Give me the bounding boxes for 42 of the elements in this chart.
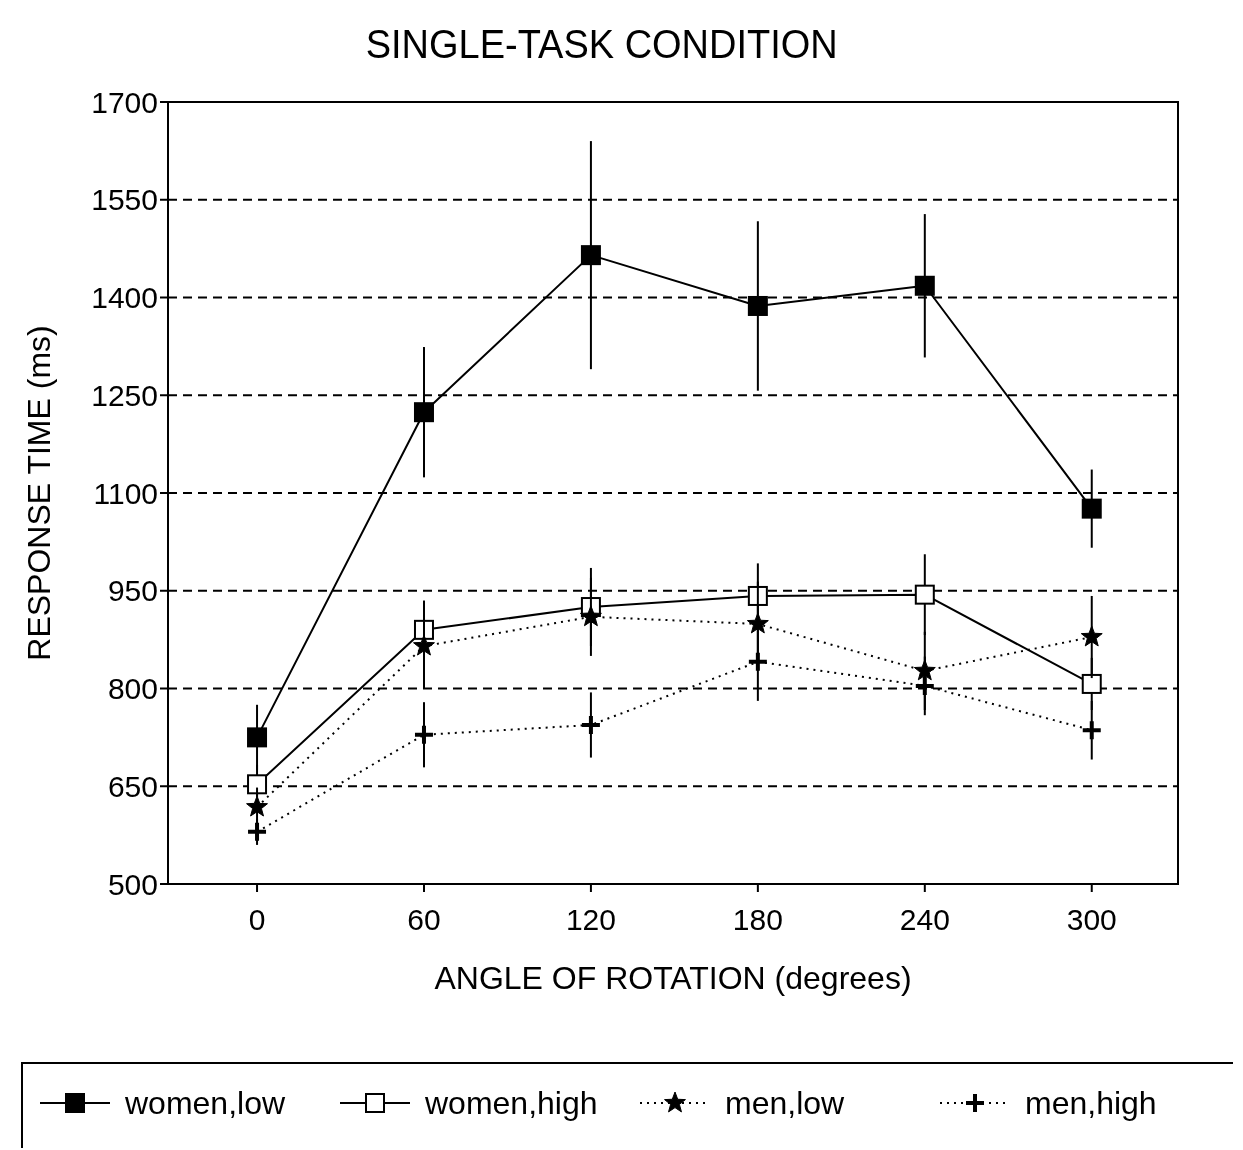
x-axis-title: ANGLE OF ROTATION (degrees)	[434, 960, 912, 996]
point	[747, 295, 768, 316]
point	[914, 584, 935, 605]
x-tick-label: 180	[732, 903, 783, 936]
point	[1081, 673, 1102, 694]
legend-label: women,low	[124, 1085, 286, 1122]
point	[412, 723, 435, 746]
x-tick-label: 120	[565, 903, 616, 936]
point	[247, 727, 268, 748]
legend-label: men,high	[1025, 1085, 1157, 1122]
point	[579, 605, 602, 627]
y-tick-label: 1550	[91, 183, 158, 217]
legend-label: men,low	[725, 1085, 846, 1122]
point	[1080, 719, 1103, 742]
point	[246, 820, 269, 843]
y-tick-label: 1700	[91, 85, 158, 119]
chart-title: SINGLE-TASK CONDITION	[365, 22, 838, 67]
y-tick-label: 1100	[93, 476, 158, 510]
point	[579, 713, 602, 736]
point	[247, 774, 268, 795]
y-tick-label: 1250	[91, 378, 158, 412]
x-tick-label: 60	[407, 903, 441, 936]
point	[1080, 625, 1103, 647]
point	[1081, 498, 1102, 519]
point	[746, 650, 769, 673]
y-tick-label: 800	[107, 672, 158, 705]
y-axis-title: RESPONSE TIME (ms)	[21, 325, 57, 661]
y-tick-label: 950	[107, 574, 158, 608]
x-tick-label: 0	[248, 903, 266, 936]
x-tick-label: 240	[899, 903, 950, 936]
y-tick-label: 1400	[91, 281, 158, 314]
y-tick-label: 650	[107, 769, 158, 803]
point	[413, 402, 434, 423]
y-tick-label: 500	[107, 867, 158, 901]
point	[580, 245, 601, 266]
point	[913, 674, 936, 697]
point	[914, 275, 935, 296]
point	[246, 795, 268, 817]
point	[746, 612, 769, 634]
point	[413, 634, 435, 656]
x-tick-label: 300	[1066, 903, 1117, 936]
legend-label: women,high	[424, 1085, 598, 1122]
